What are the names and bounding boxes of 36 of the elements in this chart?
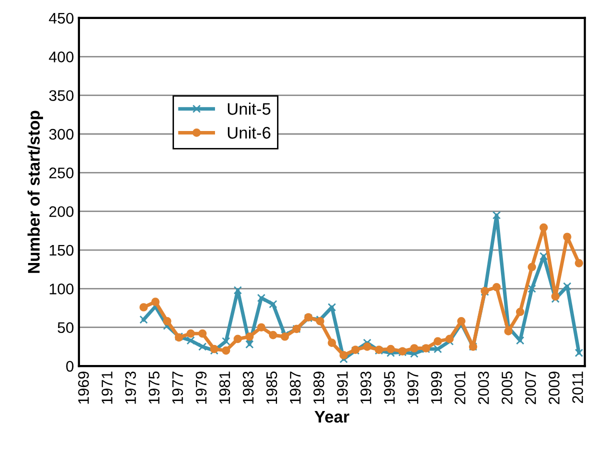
y-tick-label: 150 — [50, 244, 74, 256]
x-tick-label: 2001 — [454, 372, 466, 404]
x-tick-label: 1999 — [431, 372, 442, 404]
y-tick-label: 50 — [58, 322, 74, 334]
x-tick-label: 1985 — [266, 372, 278, 404]
y-tick-label: 100 — [50, 284, 74, 294]
y-tick-label: 200 — [49, 206, 74, 218]
y-tick-label: 400 — [48, 52, 74, 62]
y-tick-label: 0 — [66, 360, 74, 372]
y-tick-label: 350 — [49, 90, 74, 102]
x-axis-title: Year — [314, 411, 350, 423]
legend-label: Unit-6 — [228, 126, 270, 139]
x-tick-label: 1991 — [336, 372, 348, 404]
x-tick-label: 1975 — [148, 372, 160, 404]
x-tick-label: 1979 — [196, 372, 207, 404]
x-tick-label: 2009 — [548, 372, 560, 404]
x-tick-label: 1973 — [125, 372, 136, 404]
x-tick-label: 1989 — [313, 372, 324, 404]
x-tick-label: 1971 — [102, 372, 112, 404]
x-tick-label: 1995 — [384, 372, 395, 404]
y-tick-label: 450 — [48, 12, 74, 24]
y-tick-label: 250 — [49, 168, 74, 178]
x-tick-label: 2003 — [478, 372, 489, 404]
x-tick-label: 1993 — [360, 372, 372, 404]
x-tick-label: 1997 — [408, 372, 418, 404]
y-axis-title: Number of start/stop — [27, 110, 44, 273]
x-tick-label: 1977 — [172, 372, 184, 404]
x-tick-label: 2007 — [525, 372, 536, 404]
x-tick-label: 1981 — [219, 372, 230, 404]
x-tick-label: 2005 — [502, 372, 512, 404]
legend-label: Unit-5 — [228, 102, 270, 115]
y-tick-label: 300 — [49, 128, 74, 140]
x-tick-label: 1983 — [242, 372, 254, 404]
x-tick-label: 2011 — [572, 372, 584, 403]
x-tick-label: 1969 — [78, 372, 89, 404]
x-tick-label: 1987 — [290, 372, 301, 404]
